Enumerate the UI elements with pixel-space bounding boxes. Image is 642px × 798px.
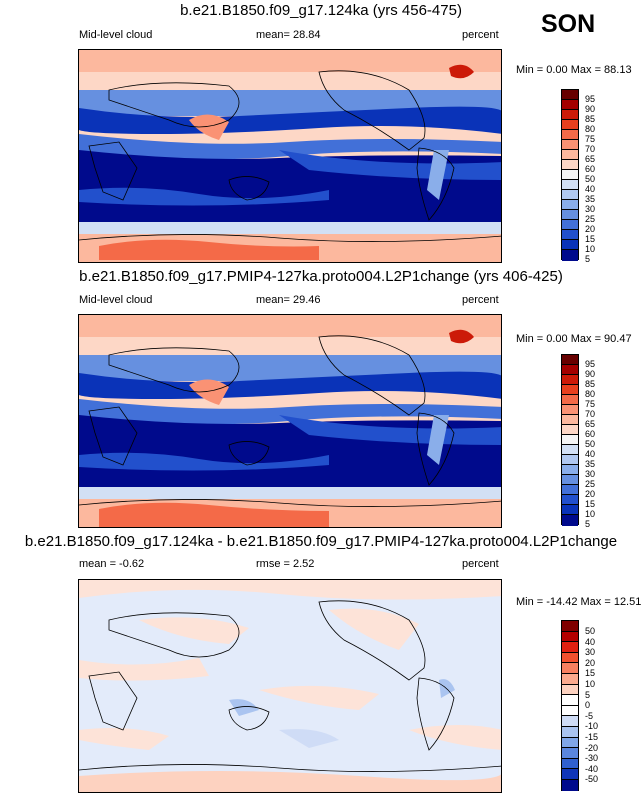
panel2-tick: 75	[585, 399, 596, 409]
panel1-tick: 75	[585, 134, 596, 144]
panel3-tick: 10	[585, 679, 596, 689]
panel3-mean-label: mean = -0.62	[79, 558, 145, 570]
panel3-rmse-label: rmse = 2.52	[256, 558, 315, 570]
panel2-tick: 15	[585, 499, 596, 509]
panel1-tick: 95	[585, 94, 596, 104]
panel3-minmax: Min = -14.42 Max = 12.51	[516, 596, 642, 608]
panel2-tick: 65	[585, 419, 596, 429]
panel1-tick: 35	[585, 194, 596, 204]
panel1-tick: 80	[585, 124, 596, 134]
panel1-map	[78, 49, 502, 263]
panel2-tick: 80	[585, 389, 596, 399]
panel2-units-label: percent	[462, 294, 499, 306]
panel2-tick: 95	[585, 359, 596, 369]
panel1-tick: 10	[585, 244, 596, 254]
panel3-tick: -5	[585, 710, 594, 721]
panel1-title: b.e21.B1850.f09_g17.124ka (yrs 456-475)	[180, 2, 462, 19]
panel1-tick: 15	[585, 234, 596, 244]
panel3-tick: 20	[585, 657, 596, 668]
panel3-tick: -40	[585, 763, 599, 774]
panel3-map-field	[79, 580, 501, 792]
panel2-tick: 30	[585, 469, 596, 479]
panel2-tick: 70	[585, 409, 596, 419]
panel1-minmax: Min = 0.00 Max = 88.13	[516, 64, 632, 76]
panel1-tick: 70	[585, 144, 596, 154]
panel2-tick: 90	[585, 369, 596, 379]
panel1-map-field	[79, 50, 501, 262]
panel2-tick: 40	[585, 449, 596, 459]
panel2-colorbar	[561, 354, 579, 526]
panel2-tick: 10	[585, 509, 596, 519]
panel2-tick: 60	[585, 429, 596, 439]
panel2-map-field	[79, 315, 501, 527]
panel3-tick: 5	[585, 689, 591, 700]
panel3-tick: 0	[585, 700, 591, 711]
panel3-title: b.e21.B1850.f09_g17.124ka - b.e21.B1850.…	[24, 533, 618, 550]
panel2-mean-label: mean= 29.46	[256, 294, 321, 306]
panel3-units-label: percent	[462, 558, 499, 570]
panel1-tick: 30	[585, 204, 596, 214]
panel2-map	[78, 314, 502, 528]
panel1-tick: 50	[585, 174, 596, 184]
panel2-tick: 85	[585, 379, 596, 389]
panel3-map	[78, 579, 502, 793]
panel1-tick: 60	[585, 164, 596, 174]
panel3-tick: -30	[585, 753, 599, 764]
panel3-tick: -10	[585, 721, 599, 732]
panel3-tick: 50	[585, 626, 596, 636]
panel1-variable-label: Mid-level cloud	[79, 29, 153, 41]
panel2-tick: 20	[585, 489, 596, 499]
panel1-tick: 20	[585, 224, 596, 234]
panel3-tick: 40	[585, 636, 596, 647]
panel3-tick: 15	[585, 668, 596, 679]
season-label: SON	[541, 10, 596, 38]
panel1-tick: 90	[585, 104, 596, 114]
panel1-mean-label: mean= 28.84	[256, 29, 321, 41]
panel2-variable-label: Mid-level cloud	[79, 294, 153, 306]
panel3-tick: -50	[585, 774, 599, 785]
panel2-tick: 35	[585, 459, 596, 469]
panel1-tick: 65	[585, 154, 596, 164]
panel1-tick: 40	[585, 184, 596, 194]
panel2-minmax: Min = 0.00 Max = 90.47	[516, 333, 632, 345]
panel3-tick: 30	[585, 647, 596, 658]
panel1-colorbar	[561, 89, 579, 261]
panel2-title: b.e21.B1850.f09_g17.PMIP4-127ka.proto004…	[79, 268, 563, 285]
panel1-tick: 85	[585, 114, 596, 124]
panel3-tick: -15	[585, 732, 599, 742]
panel1-tick: 5	[585, 254, 591, 264]
panel2-tick: 5	[585, 519, 591, 529]
panel3-tick: -20	[585, 742, 599, 753]
panel1-tick: 25	[585, 214, 596, 224]
panel2-tick: 25	[585, 479, 596, 489]
panel2-tick: 50	[585, 439, 596, 449]
panel1-units-label: percent	[462, 29, 499, 41]
panel3-colorbar	[561, 620, 579, 791]
